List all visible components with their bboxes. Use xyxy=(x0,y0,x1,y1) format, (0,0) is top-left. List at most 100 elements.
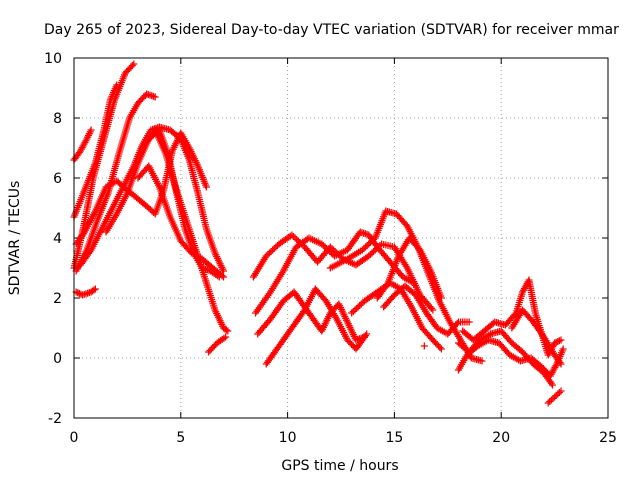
data-point xyxy=(90,286,98,294)
plot-frame xyxy=(73,57,609,419)
series-track-1 xyxy=(70,126,95,164)
data-point xyxy=(262,252,270,260)
y-tick-label: 10 xyxy=(44,51,62,67)
data-point xyxy=(368,237,376,245)
series-track-18 xyxy=(373,234,445,302)
data-point xyxy=(363,330,371,338)
y-tick-label: 2 xyxy=(53,291,62,307)
series-track-5 xyxy=(72,285,99,299)
data-point xyxy=(557,387,565,395)
data-point xyxy=(383,281,391,289)
data-point xyxy=(465,318,473,326)
data-point xyxy=(551,393,559,401)
data-point xyxy=(365,240,373,248)
data-point xyxy=(321,243,329,251)
grid-lines xyxy=(74,58,608,418)
data-point xyxy=(436,344,444,351)
data-point xyxy=(366,239,374,246)
y-tick-label: 4 xyxy=(53,231,62,247)
series-track-3 xyxy=(70,81,121,221)
data-point xyxy=(267,248,275,255)
series-track-15 xyxy=(262,285,371,368)
data-point xyxy=(289,233,297,240)
data-point xyxy=(291,234,299,242)
y-tick-label: 6 xyxy=(53,171,62,187)
data-point xyxy=(552,392,560,399)
data-point xyxy=(220,267,228,275)
data-point xyxy=(288,231,296,239)
data-point xyxy=(555,337,563,345)
data-point xyxy=(327,249,335,257)
y-axis-label: SDTVAR / TECUs xyxy=(7,181,23,296)
series-track-9 xyxy=(134,162,228,281)
series-track-11 xyxy=(205,333,230,356)
data-point xyxy=(128,62,136,69)
data-point xyxy=(549,395,557,402)
series-track-19 xyxy=(380,282,473,338)
data-point xyxy=(356,302,364,309)
y-tick-label: 8 xyxy=(53,111,62,127)
x-tick-label: 20 xyxy=(492,430,510,446)
series-track-24 xyxy=(544,387,565,407)
data-point xyxy=(354,303,362,311)
data-point xyxy=(265,249,273,257)
data-point xyxy=(555,389,563,396)
data-point xyxy=(269,246,277,254)
data-point xyxy=(348,309,356,317)
data-point xyxy=(145,204,153,212)
data-point xyxy=(557,360,565,368)
data-point xyxy=(224,327,232,335)
y-tick-label: 0 xyxy=(53,351,62,367)
data-point xyxy=(220,273,228,281)
data-point xyxy=(202,183,210,191)
data-point xyxy=(370,248,378,255)
data-point xyxy=(222,326,230,334)
series-track-23 xyxy=(508,306,565,368)
data-point xyxy=(326,248,334,255)
data-point xyxy=(75,290,83,297)
data-point xyxy=(130,60,138,68)
data-point xyxy=(222,333,230,341)
data-point xyxy=(293,236,301,243)
x-tick-label: 5 xyxy=(176,430,185,446)
data-point xyxy=(559,345,567,353)
data-point xyxy=(554,390,562,398)
data-point xyxy=(360,245,368,252)
x-tick-labels: 0 5 10 15 20 25 xyxy=(70,430,617,446)
data-point xyxy=(323,245,331,252)
data-point xyxy=(352,305,360,312)
series-track-10 xyxy=(138,126,232,335)
x-tick-label: 25 xyxy=(599,430,617,446)
data-point xyxy=(478,357,486,365)
x-tick-label: 15 xyxy=(385,430,403,446)
data-point xyxy=(218,272,226,280)
data-point xyxy=(546,398,554,405)
data-point xyxy=(437,345,445,353)
data-point xyxy=(74,289,82,297)
data-point xyxy=(87,126,95,134)
data-point xyxy=(264,251,272,258)
data-point xyxy=(349,308,357,315)
data-point xyxy=(551,339,559,347)
y-tick-labels: -2 0 2 4 6 8 10 xyxy=(44,51,62,427)
data-point xyxy=(151,93,159,101)
data-point xyxy=(552,338,560,346)
data-point xyxy=(351,306,359,314)
y-tick-label: -2 xyxy=(48,411,62,427)
data-point xyxy=(420,342,428,350)
data-point xyxy=(366,251,374,258)
data-point xyxy=(362,243,370,251)
data-point xyxy=(544,399,552,407)
x-axis-label: GPS time / hours xyxy=(281,458,398,474)
data-point xyxy=(272,243,280,251)
data-point xyxy=(324,246,332,254)
data-point xyxy=(557,336,565,344)
data-point xyxy=(357,300,365,308)
data-point xyxy=(547,396,555,404)
series-track-12 xyxy=(249,231,437,314)
data-point xyxy=(548,381,556,389)
data-point xyxy=(86,248,94,256)
series-track-7 xyxy=(76,123,228,275)
data-point xyxy=(91,285,99,293)
data-point xyxy=(318,240,326,248)
